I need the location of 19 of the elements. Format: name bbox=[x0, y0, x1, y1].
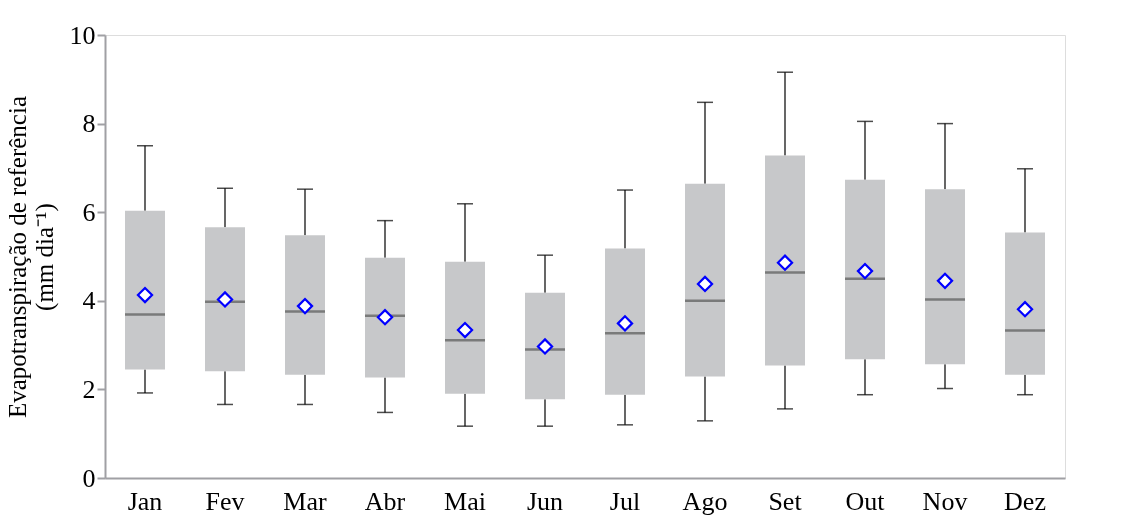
x-tick-label: Jan bbox=[127, 486, 163, 516]
y-tick-label: 10 bbox=[69, 20, 96, 50]
y-tick-label: 6 bbox=[82, 197, 96, 227]
y-tick-label: 4 bbox=[82, 286, 96, 316]
x-tick-label: Mar bbox=[283, 486, 327, 516]
y-tick-label: 2 bbox=[82, 374, 96, 404]
x-tick-label: Fev bbox=[205, 486, 245, 516]
x-tick-label: Mai bbox=[444, 486, 486, 516]
x-tick-label: Jun bbox=[526, 486, 564, 516]
x-tick-label: Nov bbox=[922, 486, 968, 516]
x-tick-label: Ago bbox=[682, 486, 728, 516]
y-tick-label: 8 bbox=[82, 109, 96, 139]
y-axis-title: Evapotranspiração de referência (mm dia⁻¹) bbox=[3, 95, 59, 419]
x-tick-label: Out bbox=[845, 486, 886, 516]
x-tick-label: Set bbox=[768, 486, 803, 516]
x-tick-label: Abr bbox=[364, 486, 406, 516]
x-tick-label: Dez bbox=[1004, 486, 1046, 516]
y-tick-label: 0 bbox=[82, 463, 96, 493]
x-tick-label: Jul bbox=[609, 486, 641, 516]
